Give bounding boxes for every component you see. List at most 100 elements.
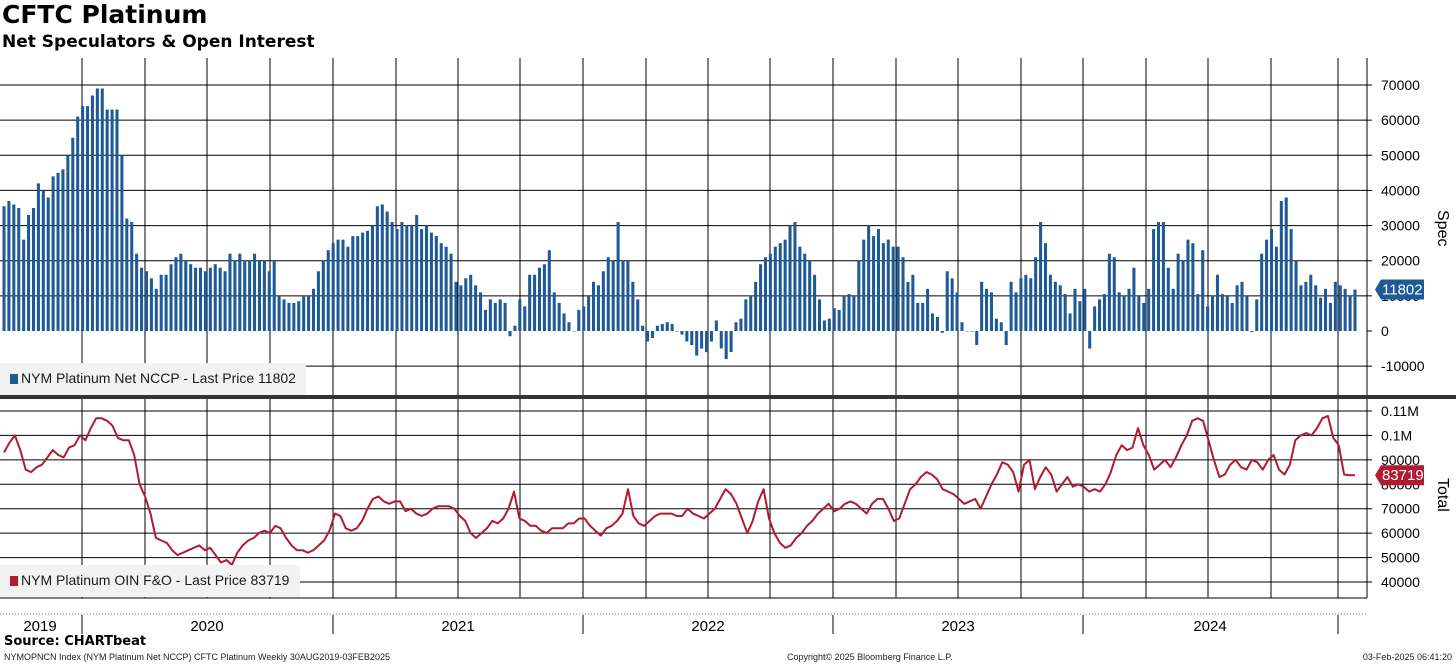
spec-bar — [1348, 295, 1352, 331]
spec-bar — [906, 281, 910, 331]
spec-bar — [36, 183, 40, 331]
spec-bar — [891, 246, 895, 331]
spec-bar — [46, 197, 50, 331]
spec-bar — [537, 267, 542, 331]
spec-bar — [1201, 250, 1205, 331]
spec-bar — [1245, 295, 1249, 331]
spec-bar — [798, 246, 802, 331]
spec-bar — [1250, 331, 1254, 333]
spec-last-value-tag — [1375, 279, 1424, 300]
spec-bar — [1279, 200, 1283, 331]
spec-bar — [930, 313, 935, 331]
spec-bar — [862, 239, 866, 331]
total-y-tick-label: 40000 — [1381, 574, 1420, 590]
spec-bar — [572, 331, 576, 332]
spec-bar — [1240, 281, 1244, 331]
total-legend: NYM Platinum OIN F&O - Last Price 83719 — [0, 565, 300, 597]
x-tick-label: 2022 — [691, 618, 724, 635]
spec-bar — [366, 230, 370, 331]
spec-bar — [85, 106, 90, 331]
spec-bar — [424, 225, 429, 331]
total-y-tick-label: 60000 — [1381, 525, 1420, 541]
spec-bar — [336, 239, 340, 331]
spec-bar — [901, 257, 905, 331]
spec-bar — [1161, 222, 1165, 331]
spec-bar — [646, 331, 650, 342]
spec-bar — [940, 331, 944, 333]
spec-bar — [754, 281, 758, 331]
spec-bar — [513, 325, 517, 331]
spec-bar — [867, 225, 871, 331]
spec-bar — [965, 331, 969, 332]
spec-bar — [385, 211, 389, 331]
spec-bar — [822, 320, 826, 331]
spec-bar — [1294, 260, 1298, 331]
x-tick-label: 2024 — [1193, 618, 1226, 635]
spec-bar — [1127, 288, 1131, 331]
spec-bar — [955, 292, 959, 331]
spec-bar — [483, 309, 487, 331]
spec-bar — [346, 246, 350, 331]
spec-bar — [233, 260, 237, 331]
spec-bar — [621, 260, 625, 331]
spec-bar — [1333, 281, 1337, 331]
total-legend-label: NYM Platinum OIN F&O - Last Price 83719 — [21, 572, 290, 588]
spec-bar — [1171, 288, 1175, 331]
spec-bar — [351, 236, 355, 331]
spec-bar — [960, 322, 964, 331]
spec-bar — [734, 322, 738, 331]
total-y-tick-label: 90000 — [1381, 452, 1420, 468]
spec-bar — [935, 316, 939, 331]
spec-bar — [533, 274, 537, 331]
spec-bar — [267, 271, 271, 331]
spec-bar — [542, 264, 546, 331]
spec-bar — [788, 225, 792, 331]
spec-bar — [749, 295, 753, 331]
spec-bar — [808, 260, 812, 331]
x-tick-label: 2020 — [190, 618, 223, 635]
spec-bar — [1122, 295, 1126, 331]
spec-bar — [724, 331, 728, 360]
spec-bar — [562, 313, 566, 331]
spec-bar — [675, 331, 679, 332]
spec-axis-title: Spec — [1434, 210, 1451, 246]
total-axis-title: Total — [1434, 478, 1451, 512]
spec-bar — [203, 271, 207, 331]
spec-bar — [803, 253, 807, 331]
spec-bar — [105, 109, 109, 331]
total-y-axis: 0.11M0.1M9000080000700006000050000400008… — [1367, 403, 1451, 590]
spec-bar — [1181, 260, 1185, 331]
spec-bar — [950, 278, 954, 331]
spec-bar — [56, 172, 60, 331]
spec-bar — [1102, 294, 1106, 331]
spec-bar — [81, 106, 85, 331]
spec-bar — [1073, 288, 1077, 331]
spec-bar — [1191, 243, 1195, 331]
spec-bar — [277, 295, 281, 331]
spec-bar — [714, 320, 718, 331]
spec-bar — [1343, 288, 1347, 331]
spec-bar — [655, 325, 659, 331]
spec-bar — [739, 318, 743, 331]
spec-bar — [415, 215, 419, 331]
spec-bar — [174, 257, 178, 331]
total-panel-grid — [0, 399, 1367, 598]
spec-bar — [557, 302, 561, 331]
spec-bar — [876, 229, 880, 331]
spec-bar — [518, 299, 522, 331]
spec-bar — [395, 229, 399, 331]
spec-bar — [547, 250, 551, 331]
spec-bar — [508, 331, 512, 337]
spec-bar — [989, 292, 993, 331]
spec-bar — [1117, 292, 1121, 331]
spec-bar — [768, 253, 772, 331]
spec-bar — [1255, 299, 1259, 331]
spec-bar — [665, 322, 669, 331]
spec-bar — [429, 232, 433, 331]
spec-legend: NYM Platinum Net NCCP - Last Price 11802 — [0, 363, 306, 395]
spec-bar — [1299, 285, 1303, 331]
spec-bar — [1009, 281, 1013, 331]
spec-bar — [1004, 331, 1008, 346]
spec-bar — [41, 190, 45, 331]
spec-bar — [793, 222, 797, 331]
